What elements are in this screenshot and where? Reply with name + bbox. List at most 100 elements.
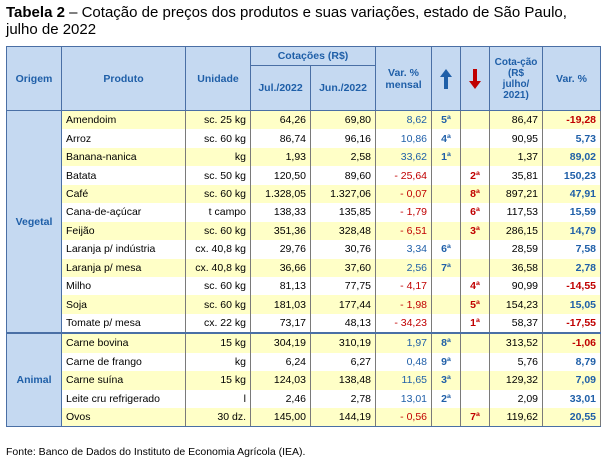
annual-var-cell: 15,05	[542, 295, 602, 314]
col-header-jun-2022: Jun./2022	[309, 65, 377, 111]
price-jul-2021-cell: 154,23	[489, 295, 544, 314]
annual-var-cell: 15,59	[542, 203, 602, 222]
col-header-jul-2022: Jul./2022	[250, 65, 311, 111]
rank-up-cell	[431, 166, 462, 185]
rank-down-cell: 5ª	[460, 295, 491, 314]
product-cell: Banana-nanica	[61, 147, 186, 167]
unit-cell: cx. 40,8 kg	[185, 240, 251, 259]
price-jun-2022-cell: 6,27	[309, 352, 377, 372]
table-row: Carne de frango kg 6,24 6,27 0,48 9ª 5,76 8,79	[7, 352, 602, 372]
unit-cell: cx. 40,8 kg	[185, 258, 251, 277]
col-header-up	[431, 46, 462, 111]
price-jul-2022-cell: 351,36	[250, 221, 311, 241]
monthly-var-cell: - 34,23	[375, 313, 433, 334]
price-jul-2022-cell: 304,19	[250, 332, 311, 353]
price-jun-2022-cell: 138,48	[309, 371, 377, 390]
price-jun-2022-cell: 89,60	[309, 166, 377, 185]
rank-up-cell: 1ª	[431, 147, 462, 167]
price-jun-2022-cell: 30,76	[309, 240, 377, 259]
price-jul-2021-cell: 897,21	[489, 184, 544, 204]
price-jul-2022-cell: 1.328,05	[250, 184, 311, 204]
rank-down-cell	[460, 389, 491, 408]
rank-down-cell	[460, 371, 491, 390]
unit-cell: 15 kg	[185, 371, 251, 390]
price-jul-2022-cell: 73,17	[250, 313, 311, 334]
annual-var-cell: -19,28	[542, 110, 602, 130]
unit-cell: sc. 60 kg	[185, 221, 251, 241]
monthly-var-cell: - 6,51	[375, 221, 433, 241]
price-jun-2022-cell: 310,19	[309, 332, 377, 353]
rank-down-cell	[460, 129, 491, 148]
product-cell: Carne de frango	[61, 352, 186, 372]
price-jun-2022-cell: 37,60	[309, 258, 377, 277]
unit-cell: l	[185, 389, 251, 408]
product-cell: Carne bovina	[61, 332, 186, 353]
col-header-produto: Produto	[61, 46, 186, 111]
table-row: Laranja p/ indústria cx. 40,8 kg 29,76 30,7…	[7, 240, 602, 259]
price-jun-2022-cell: 135,85	[309, 203, 377, 222]
rank-down-cell: 8ª	[460, 184, 491, 204]
rank-down-cell	[460, 352, 491, 372]
product-cell: Soja	[61, 295, 186, 314]
product-cell: Leite cru refrigerado	[61, 389, 186, 408]
price-jun-2022-cell: 2,58	[309, 147, 377, 167]
rank-up-cell: 3ª	[431, 371, 462, 390]
unit-cell: kg	[185, 147, 251, 167]
rank-up-cell	[431, 221, 462, 241]
unit-cell: 30 dz.	[185, 408, 251, 428]
price-jul-2022-cell: 2,46	[250, 389, 311, 408]
product-cell: Café	[61, 184, 186, 204]
table-row: Batata sc. 50 kg 120,50 89,60- 25,64 2ª 35,81…	[7, 166, 602, 185]
rank-down-cell: 1ª	[460, 313, 491, 334]
table-row: Animal Carne bovina 15 kg 304,19 310,19 1,97 8…	[6, 332, 602, 428]
arrow-down-icon	[469, 68, 482, 89]
rank-down-cell	[460, 147, 491, 167]
price-jun-2022-cell: 1.327,06	[309, 184, 377, 204]
table-row: Arroz sc. 60 kg 86,74 96,16 10,86 4ª 90,95 5,73	[7, 129, 602, 148]
price-jun-2022-cell: 77,75	[309, 276, 377, 296]
annual-var-cell: -17,55	[542, 313, 602, 334]
rank-down-cell	[460, 258, 491, 277]
table-row: Ovos 30 dz. 145,00 144,19- 0,56 7ª 119,62 20,5…	[7, 408, 602, 428]
price-jul-2022-cell: 6,24	[250, 352, 311, 372]
rank-down-cell: 7ª	[460, 408, 491, 428]
rank-down-cell	[460, 332, 491, 353]
product-cell: Laranja p/ indústria	[61, 240, 186, 259]
product-cell: Laranja p/ mesa	[61, 258, 186, 277]
monthly-var-cell: 33,62	[375, 147, 433, 167]
annual-var-cell: 33,01	[542, 389, 602, 408]
col-header-cotacoes: Cotações (R$)	[249, 46, 377, 66]
rank-down-cell: 6ª	[460, 203, 491, 222]
rank-up-cell: 5ª	[431, 110, 462, 130]
col-header-down	[460, 46, 491, 111]
price-jul-2022-cell: 29,76	[250, 240, 311, 259]
annual-var-cell: -1,06	[542, 332, 602, 353]
annual-var-cell: 2,78	[542, 258, 602, 277]
rank-up-cell	[431, 276, 462, 296]
price-jul-2021-cell: 1,37	[489, 147, 544, 167]
price-jul-2022-cell: 120,50	[250, 166, 311, 185]
price-jul-2021-cell: 5,76	[489, 352, 544, 372]
rank-up-cell: 2ª	[431, 389, 462, 408]
col-header-var-mensal: Var. % mensal	[375, 46, 433, 111]
rank-up-cell	[431, 408, 462, 428]
price-jul-2022-cell: 86,74	[250, 129, 311, 148]
table-row: Vegetal Amendoim sc. 25 kg 64,26 69,80 8,62 5ª…	[6, 110, 602, 334]
table-row: Café sc. 60 kg 1.328,05 1.327,06- 0,07 8ª 897…	[7, 184, 602, 204]
monthly-var-cell: - 1,98	[375, 295, 433, 314]
price-jul-2021-cell: 86,47	[489, 110, 544, 130]
price-jun-2022-cell: 96,16	[309, 129, 377, 148]
monthly-var-cell: - 0,56	[375, 408, 433, 428]
annual-var-cell: 14,79	[542, 221, 602, 241]
annual-var-cell: 7,09	[542, 371, 602, 390]
rank-up-cell	[431, 203, 462, 222]
price-jul-2021-cell: 117,53	[489, 203, 544, 222]
rank-up-cell: 8ª	[431, 332, 462, 353]
price-jul-2021-cell: 35,81	[489, 166, 544, 185]
origin-cell: Animal	[6, 332, 62, 428]
price-jun-2022-cell: 69,80	[309, 110, 377, 130]
annual-var-cell: 47,91	[542, 184, 602, 204]
price-jul-2022-cell: 145,00	[250, 408, 311, 428]
unit-cell: 15 kg	[185, 332, 251, 353]
rank-up-cell: 6ª	[431, 240, 462, 259]
